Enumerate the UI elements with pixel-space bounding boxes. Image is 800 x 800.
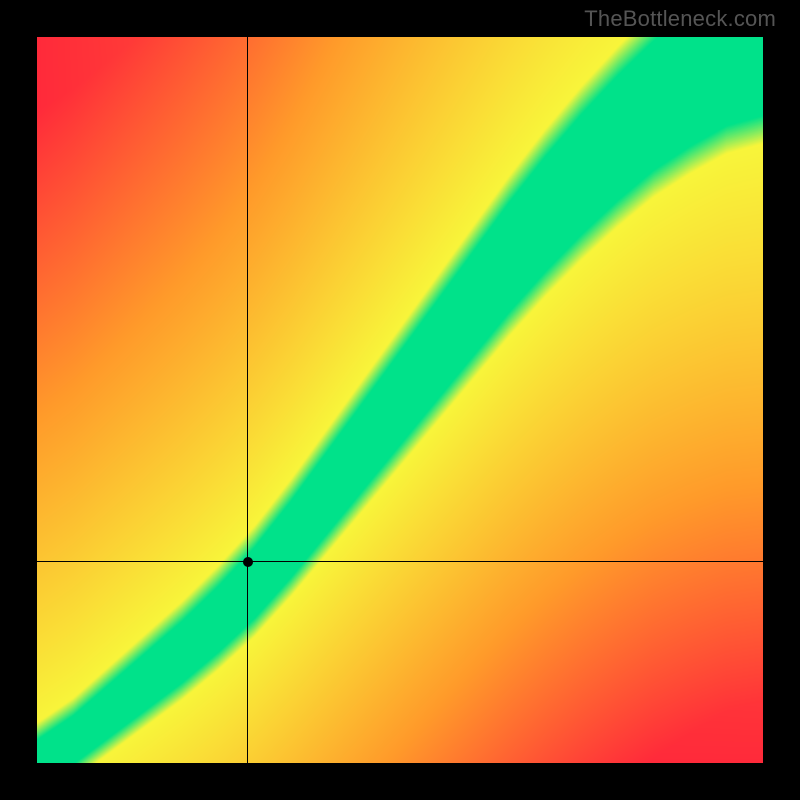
watermark-text: TheBottleneck.com xyxy=(584,6,776,32)
crosshair-horizontal xyxy=(37,561,763,562)
chart-container: { "watermark": { "text": "TheBottleneck.… xyxy=(0,0,800,800)
bottleneck-heatmap xyxy=(37,37,763,763)
selection-marker xyxy=(243,557,253,567)
crosshair-vertical xyxy=(247,37,248,763)
